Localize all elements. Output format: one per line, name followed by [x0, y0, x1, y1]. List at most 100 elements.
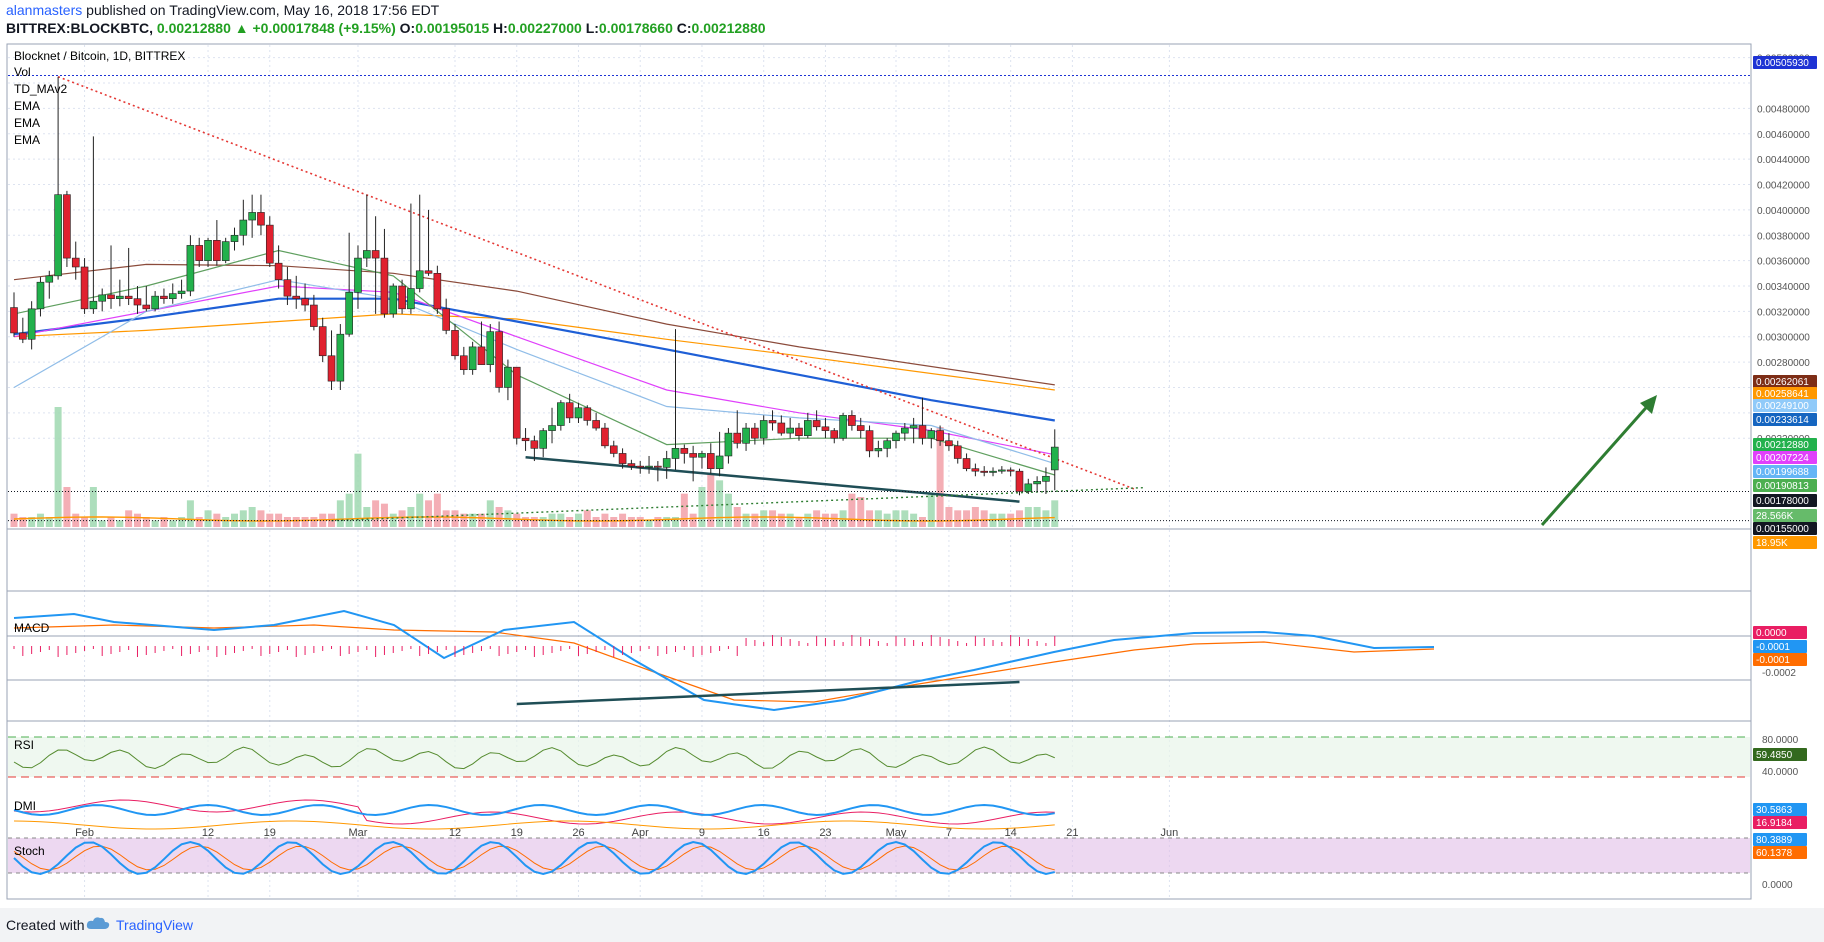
- candle-down: [971, 468, 980, 472]
- candle-down: [477, 346, 486, 365]
- volume-bar: [380, 503, 388, 527]
- stoch-value-box: [1753, 833, 1807, 846]
- moving-average-line: [13, 285, 1055, 456]
- tradingview-cloud-icon: [86, 917, 110, 929]
- candle-up: [389, 285, 398, 315]
- legend-td-mav2: TD_MAv2: [14, 82, 67, 96]
- candle-up: [927, 430, 936, 439]
- volume-bar: [645, 520, 653, 527]
- price-label-text: 0.00258641: [1756, 389, 1809, 400]
- candle-down: [124, 295, 133, 299]
- candle-up: [45, 275, 54, 283]
- volume-bar: [636, 517, 644, 527]
- tradingview-brand-link[interactable]: TradingView: [116, 917, 194, 933]
- candle-up: [1042, 475, 1050, 482]
- x-tick-label: 23: [819, 827, 831, 839]
- volume-bar: [821, 513, 829, 527]
- publish-info: alanmasters published on TradingView.com…: [6, 2, 439, 18]
- candle-down: [918, 425, 927, 439]
- volume-bar: [672, 517, 679, 527]
- candle-down: [71, 257, 80, 268]
- author-link[interactable]: alanmasters: [6, 2, 83, 18]
- dmi-minus-line: [13, 799, 1055, 825]
- volume-bar: [513, 513, 521, 527]
- x-tick-label: 12: [202, 827, 214, 839]
- stoch-d-line: [13, 845, 1055, 871]
- volume-bar: [892, 510, 900, 527]
- price-tick-label: 0.00300000: [1757, 333, 1810, 344]
- candle-down: [945, 440, 953, 447]
- price-tick-label: 0.00420000: [1757, 181, 1810, 192]
- candle-down: [733, 432, 742, 444]
- candle-down: [160, 295, 168, 299]
- price-label-box: [1753, 494, 1817, 507]
- candle-down: [442, 308, 450, 331]
- dmi-value-text: 16.9184: [1756, 818, 1793, 829]
- volume-bar: [786, 513, 794, 527]
- volume-bar: [195, 517, 203, 527]
- price-tick-label: 0.00480000: [1757, 104, 1810, 115]
- price-label-box: [1753, 56, 1817, 69]
- x-tick-label: 21: [1066, 827, 1078, 839]
- volume-bar: [680, 493, 688, 527]
- candle-up: [468, 346, 477, 371]
- stoch-k-line: [13, 840, 1055, 876]
- candle-up: [786, 427, 794, 434]
- candle-down: [521, 437, 530, 442]
- close-label: C:: [676, 20, 692, 36]
- volume-bar: [689, 513, 697, 527]
- price-tick-label: 0.00380000: [1757, 231, 1810, 242]
- legend-title: Blocknet / Bitcoin, 1D, BITTREX: [14, 49, 185, 63]
- candle-down: [142, 304, 151, 310]
- x-tick-label: 16: [758, 827, 770, 839]
- candle-down: [953, 445, 962, 459]
- volume-bar: [442, 510, 450, 527]
- price-label-text: 0.00262061: [1756, 377, 1809, 388]
- candle-up: [671, 448, 680, 459]
- volume-bar: [627, 517, 635, 527]
- candle-down: [495, 331, 503, 388]
- candle-up: [116, 295, 124, 299]
- price-label-box: [1753, 375, 1817, 388]
- candle-up: [574, 407, 583, 419]
- price-label-box: [1753, 413, 1817, 426]
- price-chart[interactable]: Feb 12 19 Mar 12 19 26 Apr 9 16 23 May 7 14 21 Jun 0.005…: [0, 40, 1824, 908]
- volume-bar: [1051, 500, 1059, 527]
- volume-bar: [663, 517, 671, 527]
- volume-bar: [760, 510, 768, 527]
- volume-bar: [54, 407, 62, 527]
- dmi-value-text: 30.5863: [1756, 805, 1793, 816]
- volume-bar: [301, 517, 309, 527]
- candle-up: [874, 448, 883, 452]
- macd-value-box: [1753, 626, 1807, 639]
- candle-up: [230, 234, 239, 242]
- candle-down: [195, 245, 204, 261]
- symbol-ohlc-bar: BITTREX:BLOCKBTC, 0.00212880 ▲ +0.000178…: [6, 20, 766, 36]
- volume-bar: [707, 473, 715, 527]
- candle-down: [689, 453, 697, 458]
- rsi-band: [8, 737, 1750, 777]
- candle-down: [460, 355, 468, 371]
- candle-down: [636, 465, 645, 468]
- last-price: 0.00212880: [156, 20, 231, 36]
- legend-ema-2: EMA: [14, 116, 40, 130]
- volume-bar: [416, 493, 424, 527]
- dmi-adx-line: [13, 820, 1055, 830]
- support-trendline: [525, 455, 1020, 503]
- dmi-value-box: [1753, 803, 1807, 816]
- volume-bar: [425, 500, 433, 527]
- price-label-text: 0.00249100: [1756, 401, 1809, 412]
- volume-bar: [81, 517, 89, 527]
- candle-up: [362, 250, 371, 259]
- price-label-box: [1753, 438, 1817, 451]
- volume-bar: [72, 513, 80, 527]
- resistance-trendline: [57, 75, 1135, 490]
- macd-value-text: -0.0001: [1756, 655, 1790, 666]
- volume-bar: [945, 507, 953, 527]
- price-label-box: [1753, 399, 1817, 412]
- candle-down: [292, 295, 301, 299]
- candle-up: [151, 295, 159, 310]
- x-tick-label: 19: [264, 827, 276, 839]
- volume-bar: [469, 513, 477, 527]
- volume-bar: [151, 520, 159, 527]
